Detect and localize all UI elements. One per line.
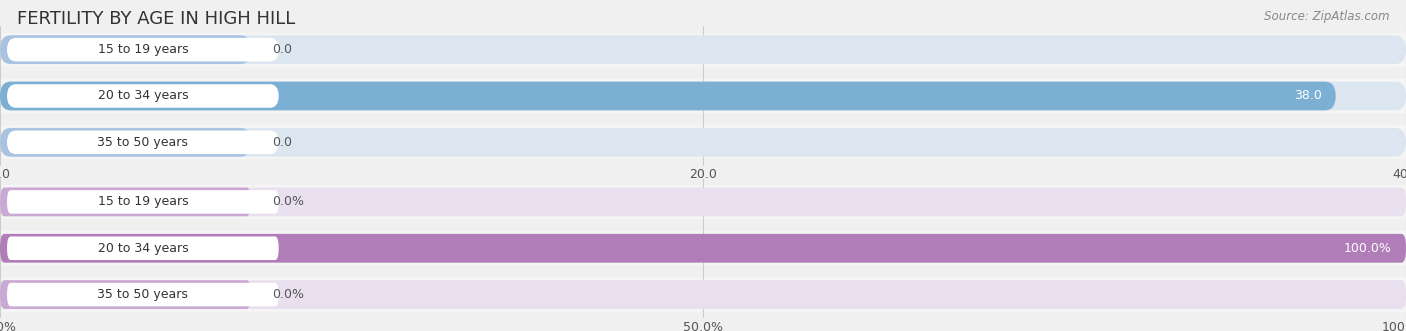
Text: 20 to 34 years: 20 to 34 years [97,242,188,255]
FancyBboxPatch shape [0,128,250,157]
Text: 0.0: 0.0 [273,43,292,56]
FancyBboxPatch shape [0,82,1336,110]
FancyBboxPatch shape [7,38,278,62]
Text: 35 to 50 years: 35 to 50 years [97,136,188,149]
FancyBboxPatch shape [0,35,250,64]
Text: 20 to 34 years: 20 to 34 years [97,89,188,103]
Text: 0.0%: 0.0% [273,288,304,301]
Text: 0.0: 0.0 [273,136,292,149]
FancyBboxPatch shape [0,79,1406,113]
Text: Source: ZipAtlas.com: Source: ZipAtlas.com [1264,10,1389,23]
FancyBboxPatch shape [7,236,278,260]
FancyBboxPatch shape [0,188,1406,216]
FancyBboxPatch shape [0,35,1406,64]
FancyBboxPatch shape [7,84,278,108]
FancyBboxPatch shape [0,82,1406,110]
Text: FERTILITY BY AGE IN HIGH HILL: FERTILITY BY AGE IN HIGH HILL [17,10,295,28]
FancyBboxPatch shape [0,188,250,216]
FancyBboxPatch shape [0,234,1406,262]
FancyBboxPatch shape [0,277,1406,312]
FancyBboxPatch shape [0,125,1406,160]
FancyBboxPatch shape [7,190,278,214]
FancyBboxPatch shape [0,32,1406,67]
Text: 15 to 19 years: 15 to 19 years [97,43,188,56]
Text: 38.0: 38.0 [1294,89,1322,103]
Text: 100.0%: 100.0% [1344,242,1392,255]
FancyBboxPatch shape [0,280,1406,309]
FancyBboxPatch shape [0,280,250,309]
FancyBboxPatch shape [0,234,1406,262]
FancyBboxPatch shape [0,185,1406,219]
Text: 15 to 19 years: 15 to 19 years [97,195,188,209]
FancyBboxPatch shape [0,128,1406,157]
FancyBboxPatch shape [0,231,1406,265]
Text: 0.0%: 0.0% [273,195,304,209]
FancyBboxPatch shape [7,130,278,154]
FancyBboxPatch shape [7,283,278,307]
Text: 35 to 50 years: 35 to 50 years [97,288,188,301]
